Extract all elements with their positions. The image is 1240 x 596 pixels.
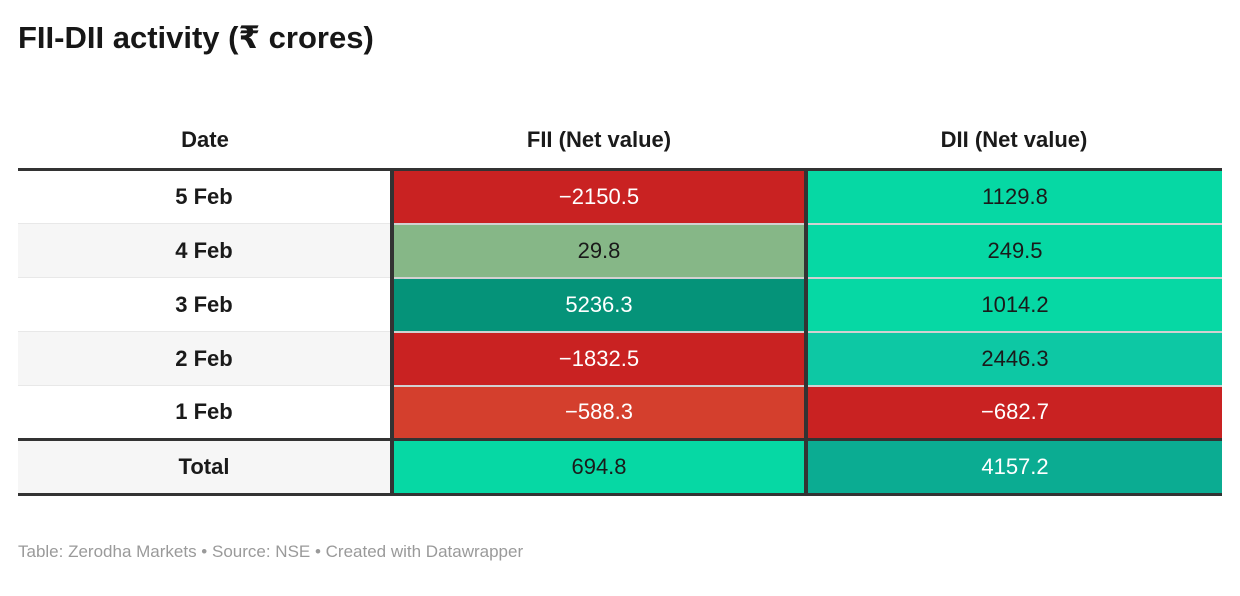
table-row: 4 Feb 29.8 249.5	[18, 222, 1222, 278]
total-dii-cell: 4157.2	[804, 439, 1222, 495]
col-header-fii: FII (Net value)	[392, 112, 806, 170]
attribution-footer: Table: Zerodha Markets • Source: NSE • C…	[18, 542, 524, 561]
fii-cell: 29.8	[390, 222, 806, 278]
table-row: 1 Feb −588.3 −682.7	[18, 384, 1222, 440]
table-row: 5 Feb −2150.5 1129.8	[18, 169, 1222, 224]
dii-cell: 2446.3	[804, 330, 1222, 386]
date-cell: 1 Feb	[18, 385, 392, 440]
date-cell: 3 Feb	[18, 277, 392, 332]
dii-cell: 249.5	[804, 222, 1222, 278]
col-header-dii: DII (Net value)	[806, 112, 1222, 170]
total-fii-cell: 694.8	[390, 439, 806, 495]
header-row: Date FII (Net value) DII (Net value)	[18, 112, 1222, 170]
fii-cell: −2150.5	[390, 169, 806, 224]
fii-cell: −588.3	[390, 384, 806, 440]
total-label-cell: Total	[18, 439, 392, 495]
dii-cell: −682.7	[804, 384, 1222, 440]
fii-cell: −1832.5	[390, 330, 806, 386]
table-row: 3 Feb 5236.3 1014.2	[18, 276, 1222, 332]
fii-cell: 5236.3	[390, 276, 806, 332]
table-row: 2 Feb −1832.5 2446.3	[18, 330, 1222, 386]
date-cell: 4 Feb	[18, 223, 392, 278]
dii-cell: 1014.2	[804, 276, 1222, 332]
total-row: Total 694.8 4157.2	[18, 439, 1222, 495]
col-header-date: Date	[18, 112, 392, 170]
page-title: FII-DII activity (₹ crores)	[18, 20, 374, 55]
date-cell: 5 Feb	[18, 169, 392, 224]
fii-dii-table: Date FII (Net value) DII (Net value) 5 F…	[18, 112, 1222, 496]
dii-cell: 1129.8	[804, 169, 1222, 224]
date-cell: 2 Feb	[18, 331, 392, 386]
